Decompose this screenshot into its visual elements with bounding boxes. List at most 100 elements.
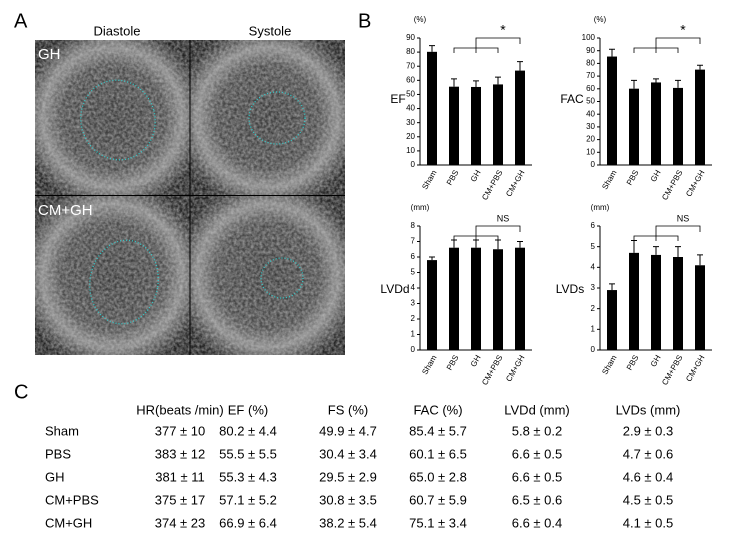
error-bar: [675, 79, 681, 88]
column-header: HR(beats /min): [136, 402, 223, 417]
y-tick-label: 3: [591, 283, 596, 292]
cell: 55.5 ± 5.5: [219, 446, 277, 461]
y-tick-label: 60: [406, 75, 415, 84]
cell: 374 ± 23: [155, 515, 206, 530]
cell: 57.1 ± 5.2: [219, 492, 277, 507]
row-label: CM+GH: [38, 202, 93, 219]
error-bar: [697, 64, 703, 70]
column-label: Systole: [249, 23, 292, 38]
row-label: CM+PBS: [45, 492, 99, 507]
y-tick-label: 4: [591, 262, 596, 271]
y-tick-label: 3: [411, 299, 416, 308]
y-tick-label: 6: [591, 221, 596, 230]
cell: 75.1 ± 3.4: [409, 515, 467, 530]
y-tick-label: 50: [586, 97, 595, 106]
unit-label: (mm): [591, 203, 610, 212]
y-tick-label: 40: [586, 109, 595, 118]
x-tick-label: Sham: [600, 168, 618, 191]
x-tick-label: CM+GH: [684, 168, 706, 198]
y-tick-label: 20: [406, 132, 415, 141]
column-header: LVDs (mm): [616, 402, 681, 417]
cell: 381 ± 11: [155, 469, 205, 484]
y-tick-label: 2: [591, 304, 596, 313]
x-tick-label: GH: [649, 353, 663, 368]
row-label: Sham: [45, 423, 79, 438]
y-tick-label: 40: [406, 104, 415, 113]
cell: 4.1 ± 0.5: [623, 515, 674, 530]
y-tick-label: 10: [406, 146, 415, 155]
y-tick-label: 30: [406, 118, 415, 127]
y-tick-label: 70: [406, 61, 415, 70]
cell: 80.2 ± 4.4: [219, 423, 277, 438]
bar: [695, 265, 705, 350]
bar: [471, 86, 481, 165]
y-tick-label: 70: [586, 71, 595, 80]
cell: 60.1 ± 6.5: [409, 446, 467, 461]
cell: 5.8 ± 0.2: [512, 423, 563, 438]
y-tick-label: 20: [586, 135, 595, 144]
y-tick-label: 8: [411, 221, 416, 230]
lv-contour: [89, 239, 159, 325]
bar: [673, 257, 683, 350]
x-tick-label: CM+GH: [504, 168, 526, 198]
bar: [427, 51, 437, 165]
column-header: LVDd (mm): [504, 402, 569, 417]
y-tick-label: 0: [411, 345, 416, 354]
x-tick-label: Sham: [600, 353, 618, 376]
unit-label: (mm): [411, 203, 430, 212]
cell: 85.4 ± 5.7: [409, 423, 467, 438]
cell: 49.9 ± 4.7: [319, 423, 377, 438]
panel-label: B: [358, 10, 371, 32]
bar: [651, 254, 661, 350]
y-label: EF: [390, 92, 405, 106]
bar: [695, 69, 705, 165]
bar: [629, 252, 639, 350]
cell: 4.7 ± 0.6: [623, 446, 674, 461]
column-header: FAC (%): [413, 402, 462, 417]
cell: 383 ± 12: [155, 446, 206, 461]
y-tick-label: 100: [582, 33, 596, 42]
cell: 6.6 ± 0.4: [512, 515, 563, 530]
y-tick-label: 50: [406, 90, 415, 99]
x-tick-label: PBS: [445, 169, 461, 187]
x-tick-label: GH: [649, 168, 663, 183]
y-label: LVDs: [556, 282, 584, 296]
cell: 30.8 ± 3.5: [319, 492, 377, 507]
table: HR(beats /min) EF (%) FS (%) FAC (%) LVDd (m…: [45, 402, 680, 530]
y-tick-label: 7: [411, 237, 416, 246]
cell: 6.5 ± 0.6: [512, 492, 563, 507]
row-label: GH: [45, 469, 65, 484]
lv-contour: [248, 91, 306, 145]
x-tick-label: CM+PBS: [660, 354, 684, 387]
bar: [651, 82, 661, 165]
y-label: FAC: [560, 92, 584, 106]
y-tick-label: 90: [586, 46, 595, 55]
cell: 38.2 ± 5.4: [319, 515, 377, 530]
annotation: *: [680, 22, 686, 38]
y-tick-label: 80: [406, 47, 415, 56]
x-tick-label: Sham: [420, 168, 438, 191]
x-tick-label: CM+PBS: [660, 169, 684, 202]
cell: 65.0 ± 2.8: [409, 469, 467, 484]
bar: [493, 84, 503, 165]
lv-contour: [80, 79, 156, 161]
row-label: GH: [38, 46, 61, 63]
bar: [449, 86, 459, 165]
y-tick-label: 10: [586, 147, 595, 156]
cell: 6.6 ± 0.5: [512, 446, 563, 461]
error-bar: [517, 241, 523, 248]
bar: [493, 249, 503, 350]
error-bar: [631, 79, 637, 89]
x-tick-label: GH: [469, 168, 483, 183]
y-tick-label: 5: [591, 242, 596, 251]
y-tick-label: 80: [586, 59, 595, 68]
bar: [607, 290, 617, 350]
bar: [471, 247, 481, 350]
significance-bracket: [453, 37, 521, 53]
column-label: Diastole: [94, 23, 141, 38]
y-tick-label: 2: [411, 314, 416, 323]
error-bar: [429, 256, 435, 261]
error-bar: [429, 45, 435, 52]
cell: 30.4 ± 3.4: [319, 446, 377, 461]
